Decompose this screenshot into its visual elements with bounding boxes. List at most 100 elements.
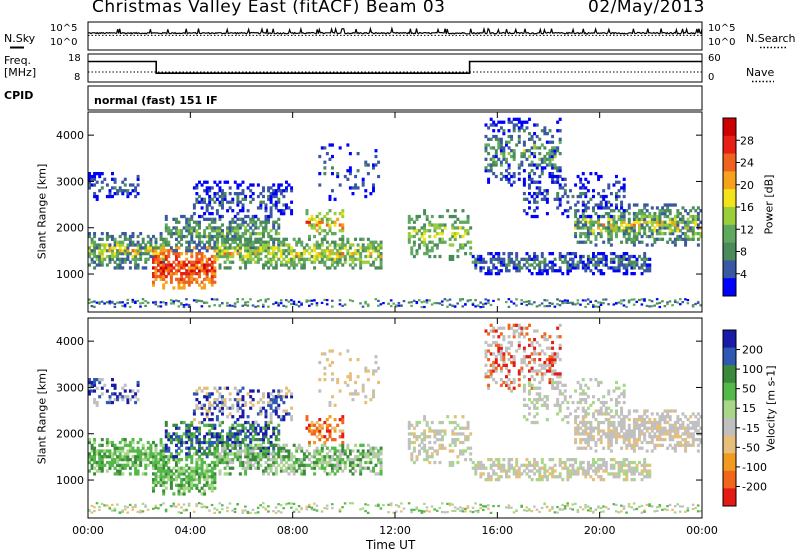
power-cell (604, 194, 608, 199)
velocity-cell (221, 438, 224, 442)
power-cell (300, 254, 304, 259)
power-cell (597, 203, 601, 207)
velocity-cell (264, 452, 268, 456)
velocity-cell (190, 432, 194, 436)
power-cell (192, 277, 196, 281)
power-cell (128, 260, 132, 264)
velocity-cell (233, 420, 237, 425)
power-cell (236, 249, 240, 253)
power-cell (190, 254, 194, 259)
power-cell (499, 126, 503, 130)
velocity-cell (195, 483, 199, 487)
velocity-cell (218, 455, 222, 459)
power-cell (167, 229, 171, 233)
power-noise-cell (272, 302, 275, 306)
velocity-cell (164, 446, 168, 450)
velocity-cell (492, 378, 496, 382)
velocity-cell (157, 469, 161, 473)
velocity-cell (507, 340, 511, 345)
power-cell (505, 160, 508, 164)
power-cell (279, 240, 283, 244)
power-cell (576, 220, 580, 224)
power-cell (159, 266, 163, 270)
power-cell (328, 226, 332, 230)
velocity-cell (282, 409, 286, 413)
velocity-cell (302, 463, 306, 467)
velocity-cell (185, 458, 189, 462)
power-cell (100, 252, 104, 256)
power-cell (589, 257, 593, 261)
velocity-cell (177, 483, 181, 487)
power-cell (177, 254, 181, 259)
velocity-cell (213, 480, 217, 485)
velocity-cell (98, 449, 102, 453)
velocity-cell (182, 466, 186, 470)
power-cell (113, 260, 117, 264)
power-cell (420, 232, 424, 236)
power-cell (269, 206, 273, 210)
power-cell (645, 269, 649, 273)
power-cell (187, 232, 191, 236)
power-cell (264, 229, 268, 233)
power-cell (558, 129, 562, 133)
power-cell (579, 240, 583, 244)
velocity-cell (435, 449, 439, 453)
power-cell (581, 254, 585, 259)
power-cell (689, 209, 693, 213)
power-cell (333, 232, 337, 236)
velocity-cell (164, 463, 168, 467)
power-cell (604, 226, 608, 230)
power-cell (315, 257, 319, 261)
velocity-cell (103, 455, 107, 459)
power-noise-cell (627, 301, 631, 304)
power-cell (169, 232, 173, 236)
velocity-cell (126, 463, 130, 467)
power-noise-cell (515, 304, 518, 307)
velocity-cell (185, 435, 189, 439)
velocity-cell (208, 440, 212, 445)
velocity-cell (134, 449, 138, 453)
velocity-cell (415, 438, 419, 442)
velocity-cell (305, 449, 309, 453)
velocity-cell (269, 403, 273, 407)
power-cell (453, 209, 457, 213)
power-cell (323, 229, 327, 233)
power-cell (205, 269, 209, 273)
velocity-cell (543, 469, 547, 473)
power-cell (625, 223, 629, 227)
power-cell (264, 209, 268, 213)
velocity-cell (167, 478, 171, 482)
power-cell (607, 237, 611, 241)
power-cell (579, 180, 583, 184)
power-cell (423, 232, 427, 236)
velocity-cell (210, 432, 214, 436)
power-noise-cell (548, 302, 552, 305)
power-noise-cell (420, 306, 424, 309)
power-cell (632, 260, 636, 264)
power-noise-cell (185, 298, 188, 301)
velocity-cell (172, 432, 176, 436)
power-cell (466, 220, 470, 224)
velocity-cell (597, 475, 601, 479)
velocity-cell (93, 460, 97, 465)
power-cell (228, 192, 232, 196)
velocity-cell (123, 383, 127, 387)
power-cell (249, 220, 253, 224)
power-cell (584, 209, 588, 213)
velocity-cell (221, 406, 224, 410)
power-noise-cell (453, 305, 457, 308)
power-cell (627, 237, 631, 241)
velocity-cell (190, 483, 194, 487)
velocity-cell (113, 386, 117, 390)
velocity-cell (162, 472, 166, 476)
power-cell (681, 217, 685, 221)
power-noise-cell (236, 298, 239, 301)
velocity-cell (167, 475, 171, 479)
power-cell (267, 257, 271, 261)
velocity-cell (111, 400, 114, 405)
power-cell (545, 132, 549, 136)
velocity-cell (116, 449, 120, 453)
power-cell (543, 166, 547, 170)
velocity-cell (410, 455, 414, 459)
power-cell (661, 232, 665, 236)
